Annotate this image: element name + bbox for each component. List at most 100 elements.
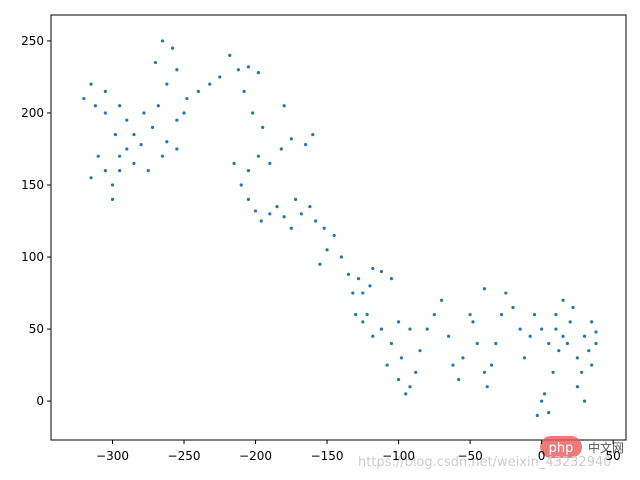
point xyxy=(361,320,365,324)
point xyxy=(304,143,308,147)
point xyxy=(535,413,539,418)
point xyxy=(408,385,412,389)
point xyxy=(132,161,136,165)
point xyxy=(582,399,587,403)
point xyxy=(242,89,246,93)
point xyxy=(554,327,558,331)
point xyxy=(351,291,355,295)
watermark-logo-bg xyxy=(540,436,582,458)
point xyxy=(110,197,115,202)
point xyxy=(268,212,272,216)
point xyxy=(299,212,303,216)
point xyxy=(142,111,146,115)
y-tick-label: 100 xyxy=(21,250,44,264)
point xyxy=(132,132,136,137)
point xyxy=(282,104,286,108)
point xyxy=(540,327,544,331)
point xyxy=(482,287,486,291)
point xyxy=(389,341,394,346)
point xyxy=(499,313,504,317)
point xyxy=(542,392,547,396)
point xyxy=(182,111,186,115)
x-tick-label: −250 xyxy=(168,449,201,463)
point xyxy=(165,82,169,86)
point xyxy=(93,104,97,108)
point xyxy=(160,154,165,158)
point xyxy=(239,183,243,187)
point xyxy=(253,209,258,213)
point xyxy=(418,349,422,353)
point xyxy=(118,168,122,173)
point xyxy=(153,60,158,65)
point xyxy=(268,161,272,165)
point xyxy=(150,125,155,129)
watermark-url: https://blog.csdn.net/weixin_43232940 xyxy=(358,455,612,470)
point xyxy=(110,183,115,187)
point xyxy=(568,320,572,324)
point xyxy=(379,269,384,274)
point xyxy=(451,363,455,367)
point xyxy=(170,46,175,50)
point xyxy=(371,266,375,271)
x-tick-label: −100 xyxy=(382,449,415,463)
point xyxy=(494,341,498,346)
point xyxy=(175,68,179,72)
point xyxy=(532,313,537,317)
point xyxy=(580,370,584,374)
point xyxy=(293,197,298,202)
point xyxy=(82,96,86,101)
point xyxy=(361,291,365,295)
x-tick-label: −300 xyxy=(96,449,129,463)
point xyxy=(575,356,579,360)
point xyxy=(185,96,189,101)
point xyxy=(504,291,508,295)
point xyxy=(118,154,122,158)
point xyxy=(103,168,107,173)
point xyxy=(561,298,565,302)
plot-frame xyxy=(50,14,627,441)
point xyxy=(547,341,551,346)
point xyxy=(396,377,401,382)
point xyxy=(356,277,361,281)
point xyxy=(279,147,283,151)
point xyxy=(557,349,561,353)
x-tick-label: 0 xyxy=(538,449,546,463)
point xyxy=(482,370,486,374)
point xyxy=(425,327,429,331)
point xyxy=(554,313,558,317)
point xyxy=(308,205,312,209)
y-tick-label: 50 xyxy=(29,322,44,336)
point xyxy=(89,176,93,180)
watermark-logo: php xyxy=(549,441,574,456)
point xyxy=(246,197,250,202)
point xyxy=(461,356,465,360)
point xyxy=(475,341,479,346)
point xyxy=(365,313,369,317)
point xyxy=(389,277,394,281)
point xyxy=(259,219,263,223)
point xyxy=(565,341,569,346)
point xyxy=(146,168,150,173)
point xyxy=(311,132,315,137)
point xyxy=(236,68,240,72)
point xyxy=(518,327,522,331)
point xyxy=(594,330,598,334)
point xyxy=(165,140,169,144)
point xyxy=(528,334,532,338)
point xyxy=(232,161,236,165)
point xyxy=(447,334,451,338)
point xyxy=(590,363,594,367)
point xyxy=(354,313,358,317)
point xyxy=(540,399,544,403)
point xyxy=(582,334,587,338)
point xyxy=(561,334,565,338)
point xyxy=(325,248,329,252)
point xyxy=(96,154,100,158)
point xyxy=(587,349,591,353)
point xyxy=(471,320,475,324)
y-tick-label: 150 xyxy=(21,178,44,192)
watermark-site: 中文网 xyxy=(588,440,624,455)
point xyxy=(256,154,261,158)
point xyxy=(208,82,212,86)
